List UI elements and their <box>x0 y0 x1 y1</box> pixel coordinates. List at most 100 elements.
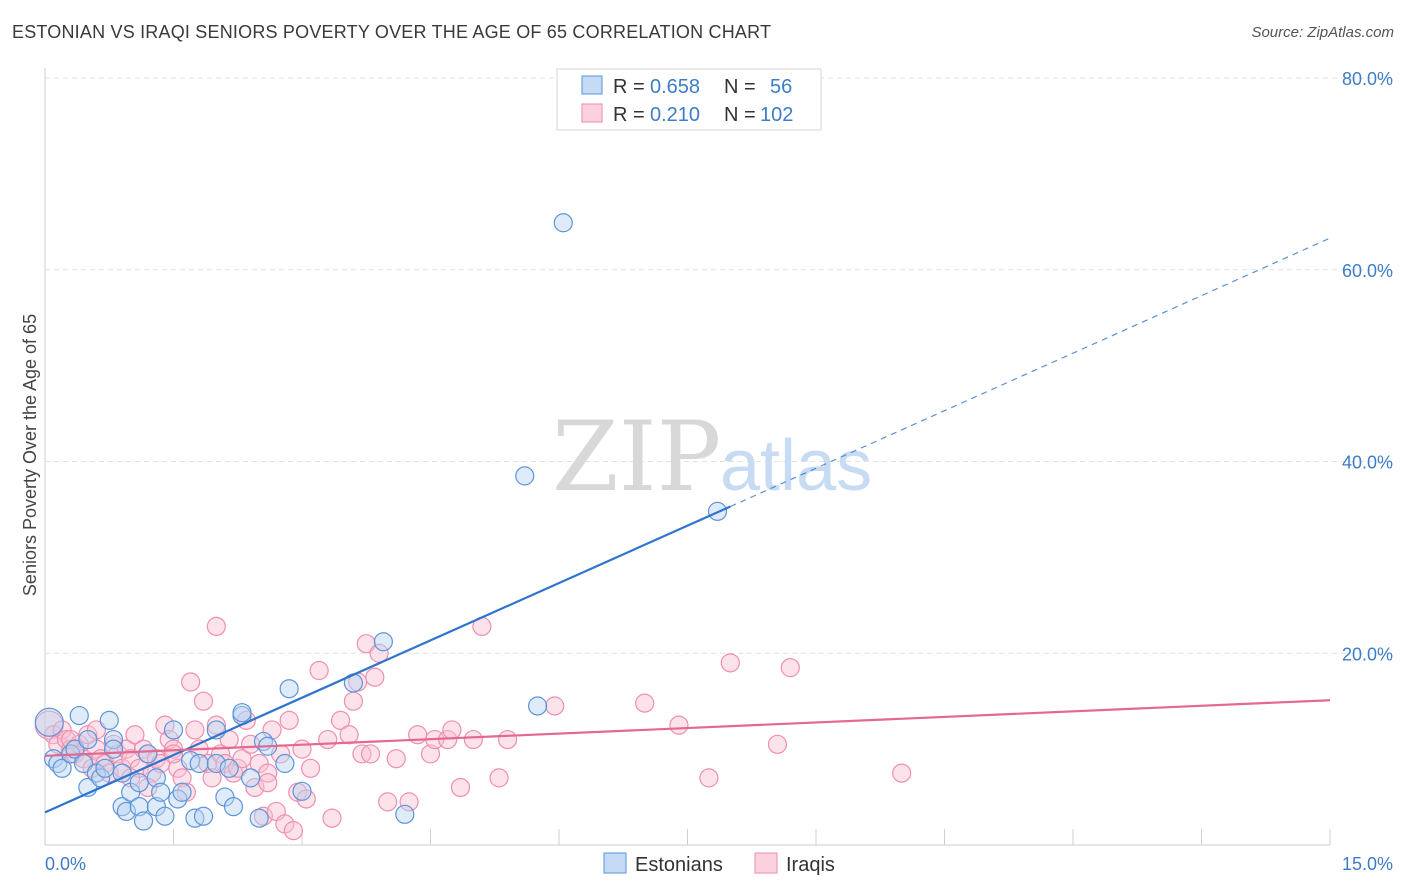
iraqis-point-65 <box>330 710 351 730</box>
x-tick-label-1: 15.0% <box>1342 854 1393 874</box>
trend-lines <box>44 237 1331 814</box>
iraqis-point-62 <box>309 660 329 681</box>
estonians-point-27 <box>155 806 175 826</box>
series-estonians-points <box>34 213 728 831</box>
y-tick-label-1: 40.0% <box>1342 453 1393 473</box>
legend-r-value-iraqis: 0.210 <box>650 104 700 126</box>
iraqis-point-64 <box>322 808 342 828</box>
legend-bottom-label-iraqis: Iraqis <box>786 854 835 876</box>
legend-r-label-estonians: R = <box>613 76 645 98</box>
estonians-point-12 <box>95 758 115 778</box>
estonians-point-30 <box>172 782 192 802</box>
iraqis-point-84 <box>489 768 509 788</box>
iraqis-point-33 <box>181 672 201 692</box>
watermark: ZIP atlas <box>552 401 872 513</box>
chart-title: ESTONIAN VS IRAQI SENIORS POVERTY OVER T… <box>12 22 772 42</box>
iraqis-point-81 <box>450 777 471 798</box>
y-tick-label-3: 80.0% <box>1342 69 1393 89</box>
iraqis-point-82 <box>463 729 483 750</box>
iraqis-point-48 <box>245 777 265 798</box>
iraqis-point-56 <box>279 710 299 730</box>
iraqis-point-92 <box>780 658 800 678</box>
y-tick-labels: 20.0% 40.0% 60.0% 80.0% <box>1342 69 1393 664</box>
x-tick-label-0: 0.0% <box>45 854 86 874</box>
estonians-point-48 <box>292 781 312 801</box>
iraqis-point-99 <box>206 715 226 735</box>
iraqis-point-101 <box>61 729 81 750</box>
estonians-point-0 <box>34 707 64 737</box>
estonians-point-20 <box>129 797 149 817</box>
iraqis-point-80 <box>442 720 462 740</box>
legend-n-value-estonians: 56 <box>770 76 792 98</box>
estonians-point-51 <box>395 804 415 824</box>
legend-top: R = 0.658 N = 56 R = 0.210 N = 102 <box>556 68 822 131</box>
estonians-point-50 <box>373 632 393 652</box>
source-credit: Source: ZipAtlas.com <box>1251 24 1394 41</box>
iraqis-point-77 <box>420 744 441 764</box>
estonians-point-22 <box>133 811 154 831</box>
legend-r-value-estonians: 0.658 <box>650 76 700 98</box>
estonians-point-47 <box>279 679 299 699</box>
estonians-point-6 <box>69 705 89 726</box>
estonians-point-39 <box>223 797 244 817</box>
iraqis-point-90 <box>720 653 740 673</box>
iraqis-point-66 <box>339 725 359 745</box>
estonians-point-52 <box>515 466 535 486</box>
estonians-point-54 <box>553 213 573 233</box>
watermark-zip: ZIP <box>552 401 721 513</box>
iraqis-point-38 <box>202 768 222 788</box>
estonians-point-53 <box>527 696 548 716</box>
iraqis-point-28 <box>159 729 179 750</box>
iraqis-point-86 <box>545 696 565 716</box>
estonians-point-13 <box>99 710 119 730</box>
estonians-point-16 <box>112 763 132 783</box>
x-tick-labels: 0.0% 15.0% <box>45 854 1393 874</box>
iraqis-point-73 <box>378 792 398 812</box>
estonians-point-42 <box>241 768 261 788</box>
estonians-point-36 <box>206 753 226 774</box>
iraqis-point-91 <box>767 734 788 754</box>
iraqis-point-93 <box>892 763 912 783</box>
iraqis-point-75 <box>399 792 419 812</box>
iraqis-point-94 <box>258 773 278 793</box>
estonians-point-41 <box>232 703 252 723</box>
y-axis-label: Seniors Poverty Over the Age of 65 <box>20 314 40 596</box>
legend-bottom-label-estonians: Estonians <box>635 854 723 876</box>
watermark-atlas: atlas <box>720 426 872 506</box>
legend-bottom-swatch-estonians <box>603 852 627 874</box>
legend-swatch-iraqis <box>581 103 603 123</box>
iraqis-point-61 <box>300 758 321 778</box>
iraqis-point-72 <box>365 667 385 687</box>
legend-bottom: Estonians Iraqis <box>603 852 835 876</box>
iraqis-point-36 <box>193 691 214 711</box>
iraqis-point-67 <box>343 691 363 711</box>
estonians-point-26 <box>151 782 171 802</box>
iraqis-point-59 <box>292 739 312 759</box>
estonians-point-43 <box>249 808 269 828</box>
legend-n-value-iraqis: 102 <box>760 104 793 126</box>
estonians-point-28 <box>163 720 184 740</box>
estonians-point-23 <box>138 744 158 764</box>
iraqis-point-34 <box>185 720 205 740</box>
iraqis-point-70 <box>356 634 376 654</box>
estonians-point-8 <box>78 729 98 750</box>
iraqis-point-85 <box>498 729 518 750</box>
estonians-point-3 <box>52 758 72 778</box>
iraqis-point-20 <box>125 725 145 745</box>
y-tick-label-0: 20.0% <box>1342 644 1393 664</box>
trend-line-iraqis <box>44 699 1331 757</box>
legend-r-label-iraqis: R = <box>613 104 645 126</box>
legend-n-label-estonians: N = <box>724 76 756 98</box>
iraqis-point-57 <box>283 821 304 841</box>
iraqis-point-39 <box>206 616 226 637</box>
iraqis-point-89 <box>699 768 719 788</box>
estonians-point-33 <box>189 753 209 774</box>
estonians-point-34 <box>193 806 214 826</box>
estonians-point-15 <box>103 739 124 759</box>
estonians-point-18 <box>116 801 136 822</box>
iraqis-point-87 <box>635 693 655 713</box>
estonians-point-24 <box>146 768 166 788</box>
iraqis-point-71 <box>360 744 381 764</box>
axes <box>44 68 1331 846</box>
